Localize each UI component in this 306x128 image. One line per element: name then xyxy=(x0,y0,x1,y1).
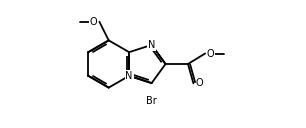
Text: Br: Br xyxy=(146,96,157,106)
Text: N: N xyxy=(125,71,133,81)
Text: N: N xyxy=(148,40,155,50)
Text: O: O xyxy=(196,78,203,88)
Text: O: O xyxy=(90,17,97,27)
Text: O: O xyxy=(207,49,215,58)
